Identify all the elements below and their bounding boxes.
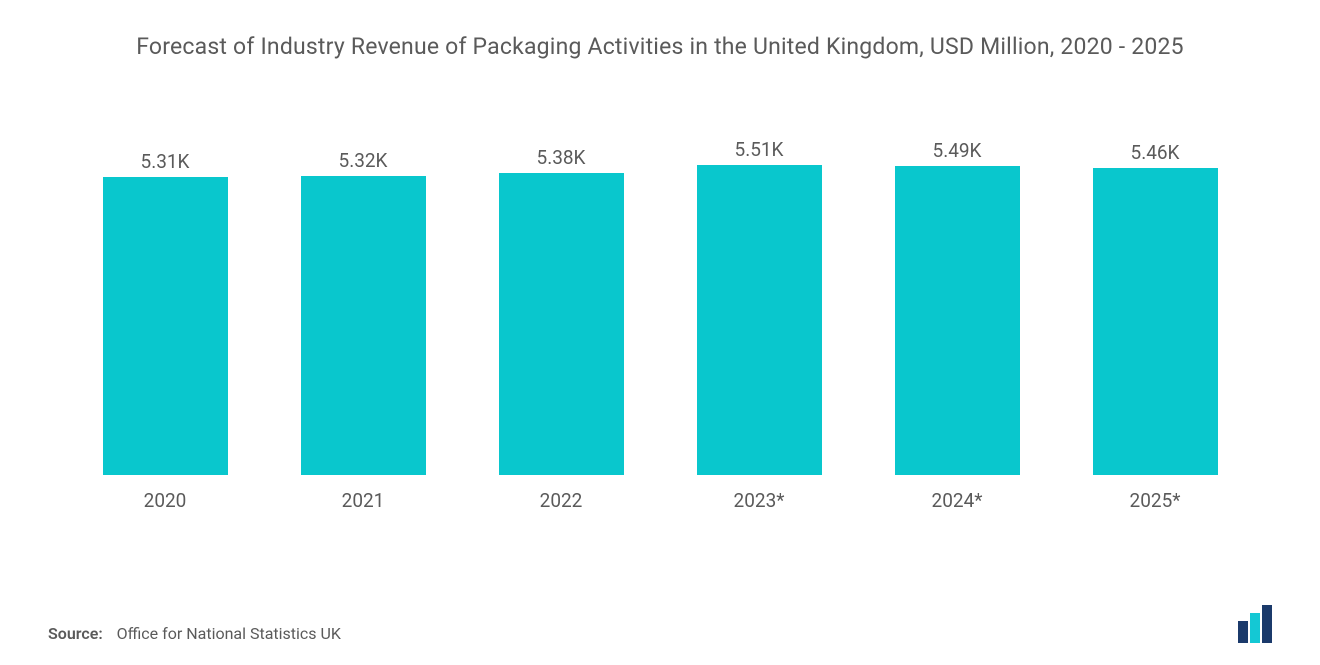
bar <box>301 176 426 475</box>
bar-category-label: 2020 <box>144 489 187 513</box>
bar-value-label: 5.49K <box>858 139 1056 162</box>
logo-bar <box>1250 613 1260 643</box>
logo-bar <box>1262 605 1272 643</box>
bar-category-label: 2021 <box>342 489 385 513</box>
source-label: Source: <box>48 624 103 643</box>
chart-title: Forecast of Industry Revenue of Packagin… <box>110 30 1210 63</box>
bar <box>103 177 228 476</box>
bar-value-label: 5.51K <box>660 138 858 161</box>
bar-column: 5.32K 2021 <box>264 123 462 513</box>
brand-logo-icon <box>1238 605 1272 643</box>
bar-column: 5.31K 2020 <box>66 123 264 513</box>
bar-column: 5.49K 2024* <box>858 123 1056 513</box>
logo-bar <box>1238 621 1248 643</box>
bar <box>895 166 1020 475</box>
bar-value-label: 5.46K <box>1056 141 1254 164</box>
chart-footer: Source: Office for National Statistics U… <box>48 605 1272 643</box>
bar-column: 5.46K 2025* <box>1056 123 1254 513</box>
bar <box>499 173 624 476</box>
bar <box>1093 168 1218 475</box>
bar-value-label: 5.38K <box>462 146 660 169</box>
bar-value-label: 5.32K <box>264 149 462 172</box>
bar-category-label: 2025* <box>1130 489 1181 513</box>
bar-column: 5.51K 2023* <box>660 123 858 513</box>
source-text: Office for National Statistics UK <box>117 624 341 643</box>
bar-value-label: 5.31K <box>66 150 264 173</box>
source-line: Source: Office for National Statistics U… <box>48 624 341 643</box>
bar <box>697 165 822 475</box>
bar-category-label: 2022 <box>540 489 583 513</box>
bar-category-label: 2023* <box>734 489 785 513</box>
bar-column: 5.38K 2022 <box>462 123 660 513</box>
chart-plot-area: 5.31K 2020 5.32K 2021 5.38K 2022 5.51K 2023* 5.4… <box>48 123 1272 513</box>
chart-container: Forecast of Industry Revenue of Packagin… <box>0 0 1320 665</box>
bar-category-label: 2024* <box>932 489 983 513</box>
